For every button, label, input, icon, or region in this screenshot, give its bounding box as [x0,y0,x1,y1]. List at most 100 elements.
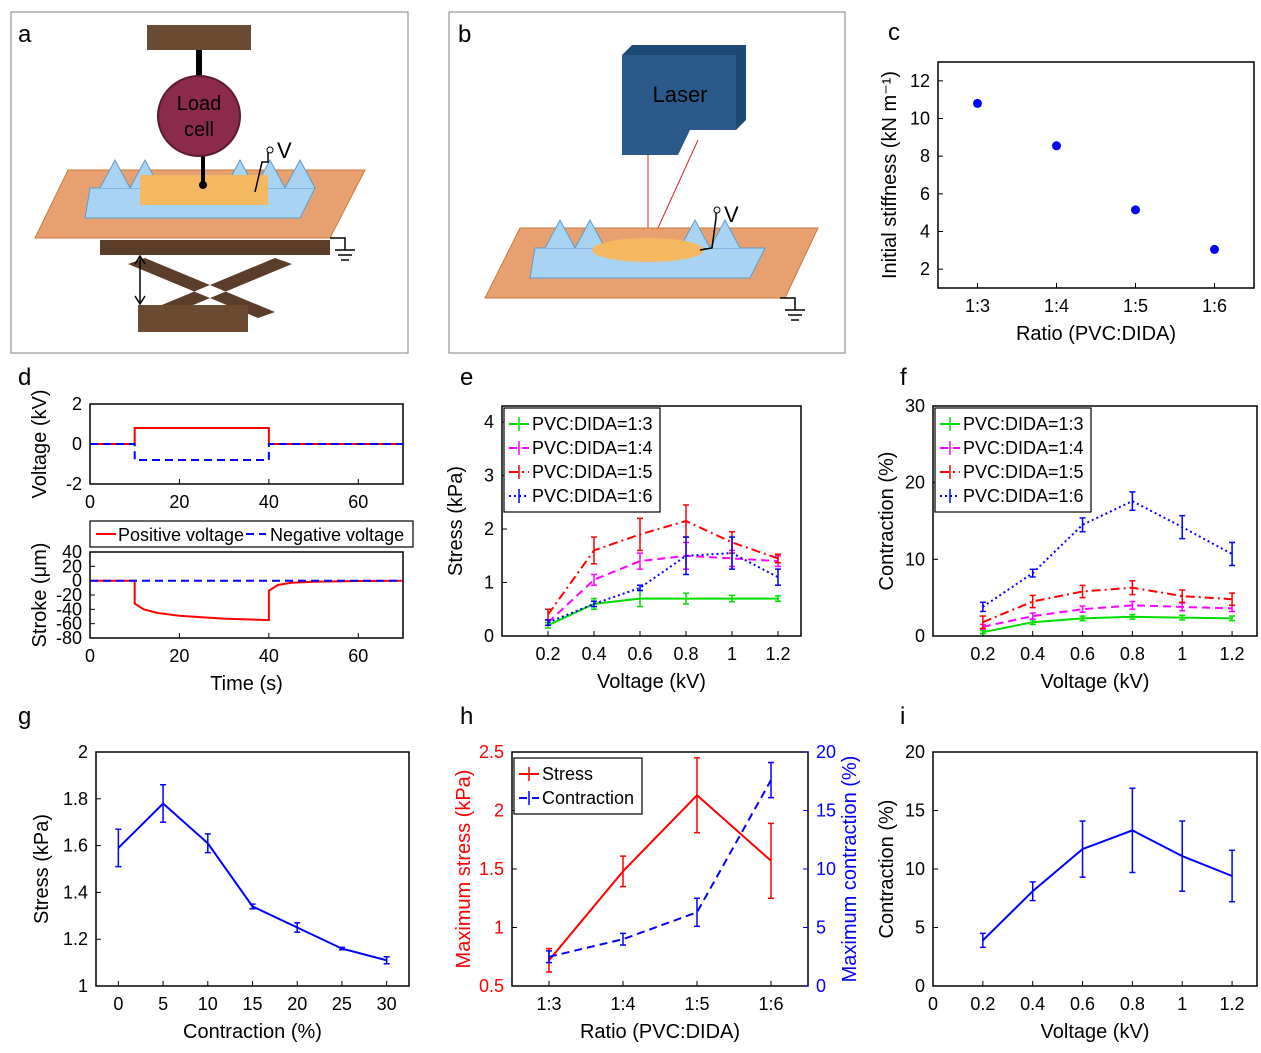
h-panel-label: h [460,703,473,730]
e-ytick-label: 2 [484,519,494,539]
d_bottom-ytick-label: -80 [56,628,82,648]
i-plot-frame [932,751,1258,987]
f-legend-box [934,407,1092,513]
f-xtick-label: 1 [1177,644,1187,664]
voltage-label: V [277,138,292,163]
d_top-series-line [90,443,403,461]
h-ytick-label: 1 [494,918,504,938]
g-plot-frame [95,751,410,987]
e-plot-frame [501,405,802,637]
f-legend-label: PVC:DIDA=1:4 [963,438,1084,458]
f-series-line [982,604,1233,628]
e-legend-label: PVC:DIDA=1:6 [532,486,653,506]
panel-b-illustration: b Laser V [448,11,846,354]
i-ytick-label: 15 [905,801,925,821]
e-panel-label: e [460,364,473,391]
i-series-line [982,829,1233,942]
h-series-line [548,793,772,961]
h-legend-box [513,757,643,815]
g-series-line [117,802,387,962]
e-xtick-label: 0.6 [627,644,652,664]
c-ytick-label: 4 [920,222,930,242]
d_bottom-xtick-label: 40 [259,646,279,666]
e-ytick-label: 1 [484,573,494,593]
f-xlabel: Voltage (kV) [1041,671,1150,693]
i-ylabel: Contraction (%) [876,800,898,939]
f-ytick-label: 30 [905,396,925,416]
panel-b-label: b [458,21,471,48]
g-ylabel: Stress (kPa) [31,814,53,924]
i-ytick-label: 20 [905,742,925,762]
f-ytick-label: 0 [915,626,925,646]
c-ytick-label: 2 [920,259,930,279]
d_bottom-ylabel: Stroke (μm) [29,543,51,648]
c-xtick-label: 1:6 [1202,296,1227,316]
d-legend-label: Positive voltage [118,525,244,545]
c-data-point [973,98,982,108]
e-xtick-label: 0.2 [535,644,560,664]
electrode-b [592,238,704,262]
h-legend-label: Contraction [542,788,634,808]
d_top-ytick-label: -2 [66,474,82,494]
d_bottom-ytick-label: -60 [56,614,82,634]
top-plate [147,25,251,50]
d_top-panel-label: d [18,364,31,391]
g-xtick-label: 15 [242,994,262,1014]
g-ytick-label: 1 [78,976,88,996]
d_bottom-ytick-label: -20 [56,585,82,605]
c-ytick-label: 12 [910,71,930,91]
i-ytick-label: 0 [915,976,925,996]
c-plot-frame [937,61,1255,289]
c-panel-label: c [888,19,900,46]
i-xtick-label: 0.4 [1020,994,1045,1014]
h-xtick-label: 1:4 [610,994,635,1014]
g-xtick-label: 30 [377,994,397,1014]
c-data-point [1052,141,1061,151]
c-xlabel: Ratio (PVC:DIDA) [1016,323,1176,345]
h-ylabel: Maximum stress (kPa) [453,770,475,969]
f-xtick-label: 1.2 [1220,644,1245,664]
i-xlabel: Voltage (kV) [1041,1021,1150,1043]
e-xtick-label: 1 [727,644,737,664]
i-ytick-label: 10 [905,859,925,879]
h-ytick-right-label: 0 [816,976,826,996]
e-series-line [547,597,778,627]
i-xtick-label: 0 [928,994,938,1014]
d_bottom-ytick-label: 20 [62,556,82,576]
e-series-line [547,554,779,624]
f-ytick-label: 20 [905,473,925,493]
d_bottom-ytick-label: -40 [56,599,82,619]
d_top-xtick-label: 0 [85,492,95,512]
g-xtick-label: 0 [113,994,123,1014]
g-xtick-label: 5 [158,994,168,1014]
f-panel-label: f [900,364,907,391]
d_bottom-xlabel: Time (s) [210,673,283,695]
h-ytick-label: 1.5 [479,859,504,879]
e-xlabel: Voltage (kV) [597,671,706,693]
d_top-xtick-label: 40 [259,492,279,512]
c-xtick-label: 1:4 [1044,296,1069,316]
i-panel-label: i [900,703,905,730]
h-xtick-label: 1:6 [758,994,783,1014]
g-ytick-label: 1.4 [63,882,88,902]
c-data-point [1131,205,1140,215]
g-ytick-label: 1.6 [63,836,88,856]
c-ytick-label: 6 [920,184,930,204]
h-ytick-label: 2.5 [479,742,504,762]
h-xtick-label: 1:5 [684,994,709,1014]
g-panel-label: g [18,703,31,730]
d_bottom-series-line [90,579,404,622]
f-xtick-label: 0.2 [970,644,995,664]
f-ytick-label: 10 [905,549,925,569]
g-xtick-label: 20 [287,994,307,1014]
h-xlabel: Ratio (PVC:DIDA) [580,1021,740,1043]
h-ytick-right-label: 5 [816,918,826,938]
f-series-line [982,615,1233,634]
f-series-line [982,586,1233,624]
g-xlabel: Contraction (%) [183,1021,322,1043]
h-legend-label: Stress [542,764,593,784]
i-xtick-label: 0.8 [1120,994,1145,1014]
g-ytick-label: 1.8 [63,789,88,809]
